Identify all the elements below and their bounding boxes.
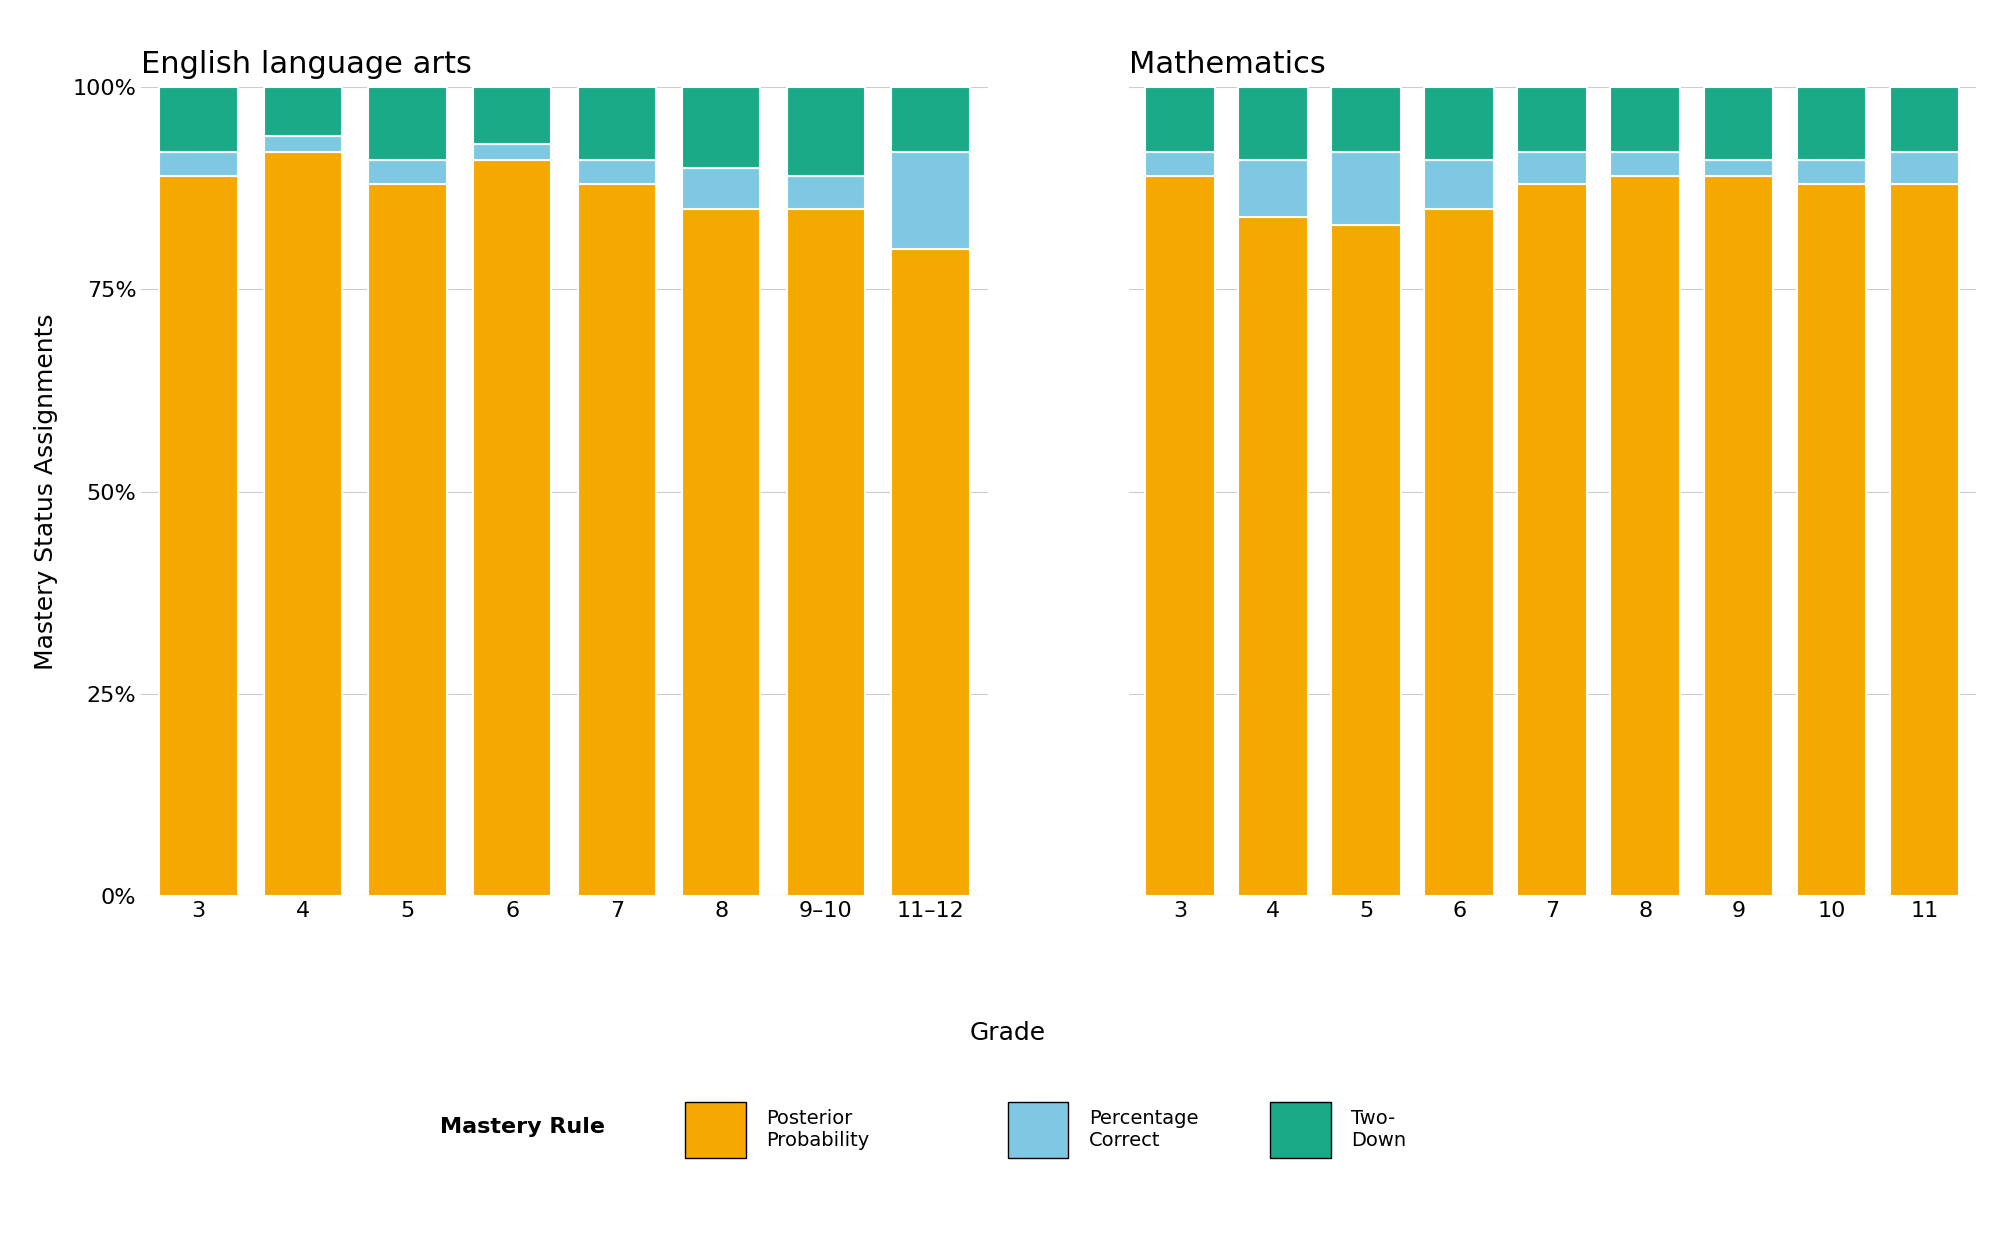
Bar <box>786 87 865 176</box>
Bar <box>264 152 343 896</box>
Bar <box>1796 159 1867 184</box>
Bar <box>1331 87 1401 152</box>
Bar <box>1796 87 1867 159</box>
Bar <box>264 87 343 136</box>
Bar <box>159 87 238 152</box>
Text: English language arts: English language arts <box>141 50 472 80</box>
Y-axis label: Mastery Status Assignments: Mastery Status Assignments <box>34 314 58 670</box>
Bar <box>369 159 448 184</box>
Bar <box>891 152 970 249</box>
Bar <box>369 184 448 896</box>
Text: Mathematics: Mathematics <box>1129 50 1327 80</box>
Bar <box>1145 176 1216 896</box>
Bar <box>577 87 655 159</box>
Bar <box>159 176 238 896</box>
Bar <box>577 159 655 184</box>
Text: Percentage
Correct: Percentage Correct <box>1089 1109 1198 1149</box>
Text: Two-
Down: Two- Down <box>1351 1109 1405 1149</box>
Bar <box>1145 152 1216 176</box>
Bar <box>1704 87 1774 159</box>
Bar <box>1518 87 1587 152</box>
Bar <box>681 168 760 208</box>
Bar <box>786 208 865 896</box>
Bar <box>1331 152 1401 224</box>
Bar <box>577 184 655 896</box>
Bar <box>1425 159 1494 208</box>
Bar <box>1611 87 1679 152</box>
Bar <box>264 136 343 152</box>
Bar <box>1145 87 1216 152</box>
Bar <box>1238 159 1308 217</box>
Bar <box>1425 87 1494 159</box>
Bar <box>1889 184 1960 896</box>
Bar <box>1704 161 1774 176</box>
Bar <box>1611 152 1679 176</box>
Bar <box>1331 224 1401 896</box>
Bar <box>1518 184 1587 896</box>
Bar <box>474 143 552 159</box>
Bar <box>1611 176 1679 896</box>
Bar <box>1796 184 1867 896</box>
Bar <box>474 159 552 896</box>
Bar <box>1889 152 1960 184</box>
Bar <box>786 176 865 208</box>
Bar <box>1518 152 1587 184</box>
Bar <box>681 87 760 168</box>
Bar <box>681 208 760 896</box>
Bar <box>891 249 970 896</box>
Bar <box>159 152 238 176</box>
Bar <box>1425 208 1494 896</box>
Bar <box>891 87 970 152</box>
Bar <box>369 87 448 159</box>
Bar <box>1889 87 1960 152</box>
Text: Grade: Grade <box>970 1021 1046 1046</box>
Bar <box>1238 87 1308 159</box>
Bar <box>1238 217 1308 896</box>
Text: Posterior
Probability: Posterior Probability <box>766 1109 869 1149</box>
Bar <box>1704 176 1774 896</box>
Bar <box>474 87 552 143</box>
Text: Mastery Rule: Mastery Rule <box>439 1117 605 1137</box>
